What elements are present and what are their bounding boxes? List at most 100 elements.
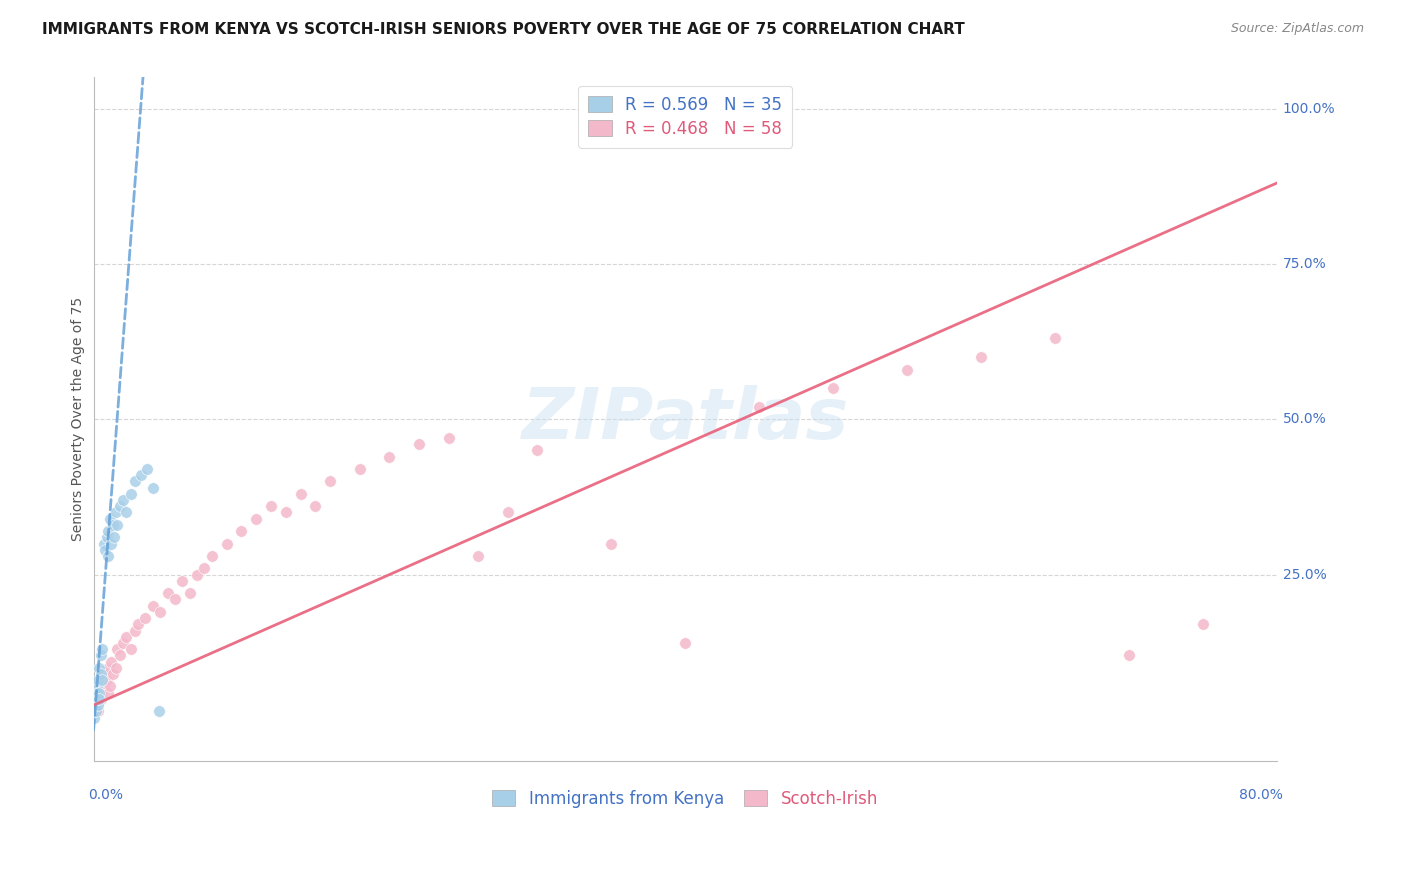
Point <box>84 698 107 713</box>
Point <box>129 468 152 483</box>
Point <box>896 362 918 376</box>
Point <box>97 524 120 538</box>
Point <box>142 481 165 495</box>
Point <box>86 692 108 706</box>
Point <box>115 506 138 520</box>
Point <box>105 642 128 657</box>
Text: IMMIGRANTS FROM KENYA VS SCOTCH-IRISH SENIORS POVERTY OVER THE AGE OF 75 CORRELA: IMMIGRANTS FROM KENYA VS SCOTCH-IRISH SE… <box>42 22 965 37</box>
Point <box>101 517 124 532</box>
Point <box>100 536 122 550</box>
Point <box>148 704 170 718</box>
Point <box>304 500 326 514</box>
Text: 25.0%: 25.0% <box>1282 567 1326 582</box>
Point <box>970 350 993 364</box>
Point <box>86 680 108 694</box>
Point <box>179 586 201 600</box>
Point <box>103 530 125 544</box>
Point <box>134 611 156 625</box>
Point <box>467 549 489 563</box>
Point <box>120 487 142 501</box>
Point <box>89 680 111 694</box>
Point <box>87 686 110 700</box>
Point <box>408 437 430 451</box>
Point <box>319 475 342 489</box>
Point <box>83 710 105 724</box>
Point <box>245 511 267 525</box>
Point <box>93 680 115 694</box>
Point <box>84 698 107 713</box>
Text: ZIPatlas: ZIPatlas <box>522 384 849 454</box>
Point <box>748 400 770 414</box>
Point <box>127 617 149 632</box>
Point <box>274 506 297 520</box>
Point <box>135 462 157 476</box>
Point <box>87 686 110 700</box>
Text: 50.0%: 50.0% <box>1282 412 1326 426</box>
Point <box>98 511 121 525</box>
Legend: Immigrants from Kenya, Scotch-Irish: Immigrants from Kenya, Scotch-Irish <box>485 783 884 814</box>
Point <box>115 630 138 644</box>
Point <box>96 673 118 688</box>
Point <box>90 667 112 681</box>
Point <box>97 549 120 563</box>
Point <box>1118 648 1140 663</box>
Point <box>231 524 253 538</box>
Point <box>172 574 194 588</box>
Point <box>1043 331 1066 345</box>
Point <box>290 487 312 501</box>
Point <box>600 536 623 550</box>
Point <box>91 642 114 657</box>
Point <box>349 462 371 476</box>
Point <box>87 698 110 713</box>
Point <box>673 636 696 650</box>
Text: 100.0%: 100.0% <box>1282 102 1336 116</box>
Point <box>260 500 283 514</box>
Point <box>124 624 146 638</box>
Point <box>84 704 107 718</box>
Point <box>94 542 117 557</box>
Point <box>90 673 112 688</box>
Point <box>108 648 131 663</box>
Point <box>86 692 108 706</box>
Point <box>89 692 111 706</box>
Point <box>101 667 124 681</box>
Point <box>437 431 460 445</box>
Y-axis label: Seniors Poverty Over the Age of 75: Seniors Poverty Over the Age of 75 <box>72 297 86 541</box>
Point <box>142 599 165 613</box>
Point <box>89 661 111 675</box>
Point <box>90 692 112 706</box>
Point <box>1191 617 1213 632</box>
Point <box>94 667 117 681</box>
Point <box>186 567 208 582</box>
Text: 80.0%: 80.0% <box>1239 789 1282 803</box>
Text: Source: ZipAtlas.com: Source: ZipAtlas.com <box>1230 22 1364 36</box>
Point <box>87 673 110 688</box>
Point <box>496 506 519 520</box>
Point <box>91 673 114 688</box>
Point <box>112 493 135 508</box>
Point <box>149 605 172 619</box>
Point <box>120 642 142 657</box>
Point <box>124 475 146 489</box>
Point <box>90 648 112 663</box>
Point <box>156 586 179 600</box>
Point <box>526 443 548 458</box>
Point <box>97 661 120 675</box>
Point <box>98 680 121 694</box>
Point <box>87 704 110 718</box>
Point <box>100 655 122 669</box>
Point <box>104 661 127 675</box>
Point <box>821 381 844 395</box>
Point <box>86 686 108 700</box>
Point <box>105 517 128 532</box>
Point <box>91 686 114 700</box>
Point <box>112 636 135 650</box>
Point <box>104 506 127 520</box>
Point <box>96 530 118 544</box>
Point <box>163 592 186 607</box>
Point <box>108 500 131 514</box>
Point <box>193 561 215 575</box>
Text: 75.0%: 75.0% <box>1282 257 1326 271</box>
Point <box>378 450 401 464</box>
Point <box>201 549 224 563</box>
